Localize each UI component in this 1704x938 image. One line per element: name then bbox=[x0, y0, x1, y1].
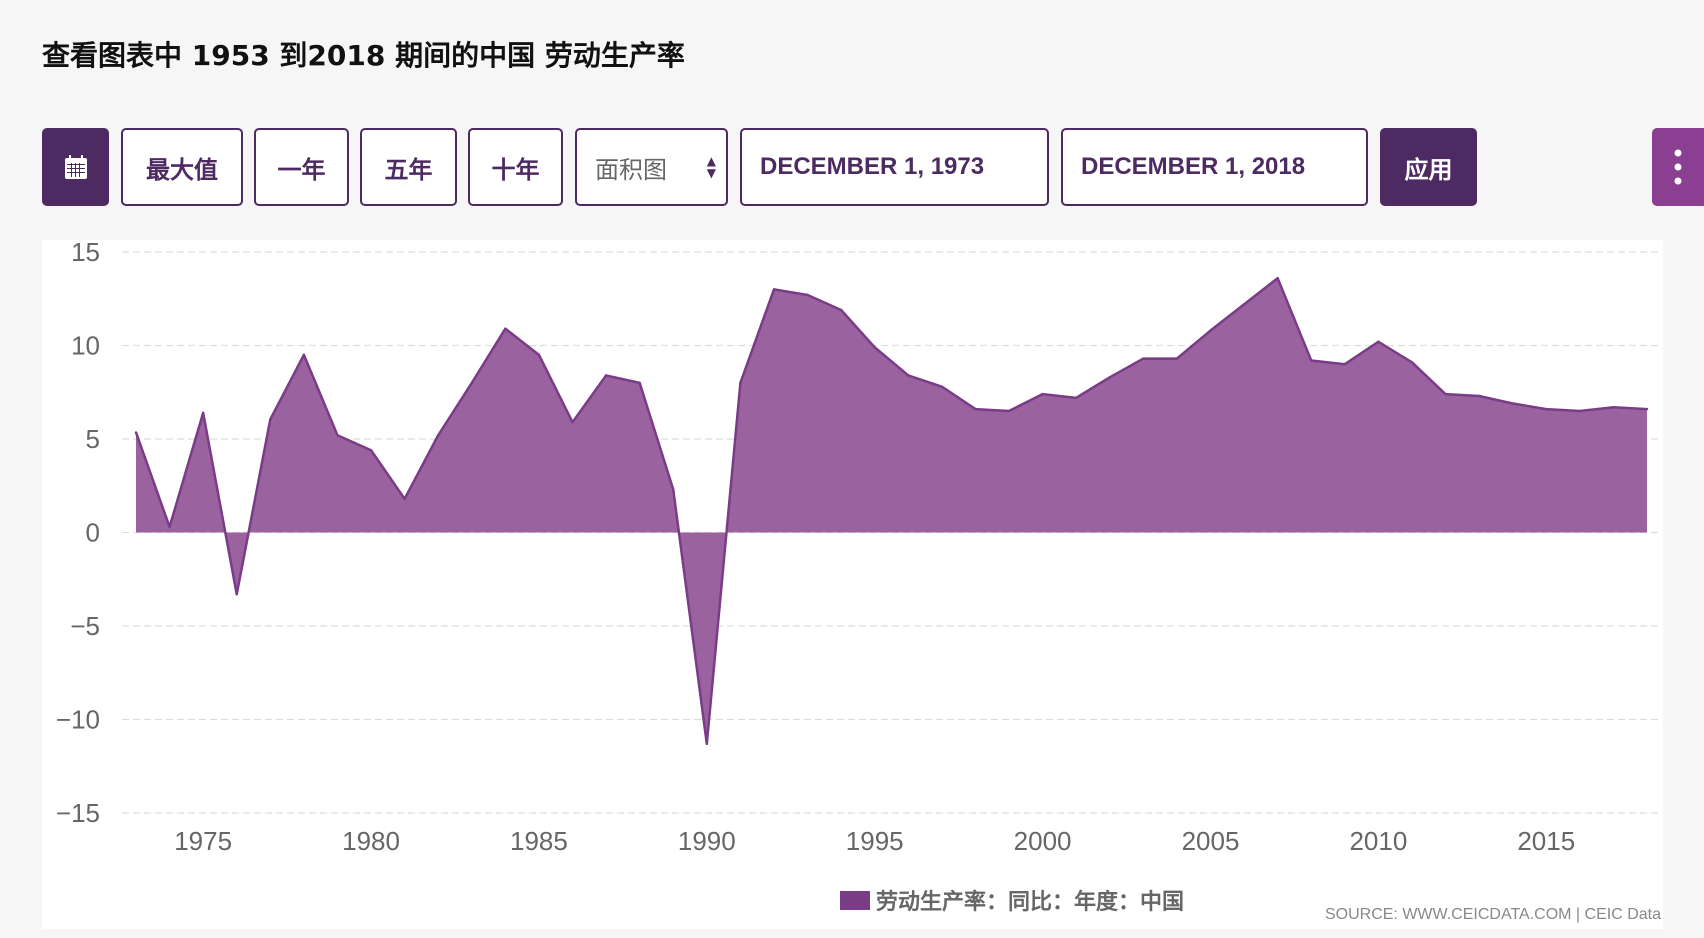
data-point bbox=[571, 420, 574, 424]
x-tick-label: 2015 bbox=[1517, 826, 1575, 856]
legend[interactable]: 劳动生产率：同比：年度：中国 bbox=[840, 884, 1184, 916]
max-range-button[interactable]: 最大值 bbox=[121, 128, 243, 206]
source-note: SOURCE: WWW.CEICDATA.COM | CEIC Data bbox=[1324, 906, 1661, 923]
calendar-icon bbox=[64, 155, 87, 179]
apply-button[interactable]: 应用 bbox=[1380, 128, 1477, 206]
data-point bbox=[1477, 394, 1481, 398]
data-point bbox=[940, 385, 944, 388]
y-tick-label: −10 bbox=[56, 705, 100, 735]
data-point bbox=[302, 353, 306, 357]
data-point bbox=[1545, 407, 1548, 411]
data-point bbox=[201, 411, 205, 415]
y-tick-label: 0 bbox=[86, 518, 100, 548]
y-tick-label: −15 bbox=[56, 798, 100, 828]
five-year-button[interactable]: 五年 bbox=[360, 128, 457, 206]
x-tick-label: 2000 bbox=[1014, 826, 1072, 856]
data-point bbox=[403, 497, 406, 501]
series-line bbox=[134, 276, 1648, 746]
data-point bbox=[739, 381, 742, 385]
data-point bbox=[1612, 406, 1615, 409]
vertical-ellipsis-icon bbox=[1674, 149, 1682, 185]
chart-type-value: 面积图 bbox=[595, 155, 667, 184]
end-date-input[interactable]: DECEMBER 1, 2018 bbox=[1061, 128, 1368, 206]
start-date-input[interactable]: DECEMBER 1, 1973 bbox=[740, 128, 1049, 206]
data-point bbox=[1310, 359, 1313, 362]
data-point bbox=[873, 346, 876, 349]
data-point bbox=[1410, 361, 1414, 364]
data-point bbox=[1377, 340, 1380, 343]
ten-year-button[interactable]: 十年 bbox=[468, 128, 563, 206]
data-point bbox=[1343, 363, 1347, 366]
data-point bbox=[839, 308, 843, 312]
data-point bbox=[1645, 407, 1649, 411]
data-point bbox=[269, 418, 272, 421]
area-fill bbox=[136, 278, 1647, 744]
x-tick-label: 1980 bbox=[342, 826, 400, 856]
data-point bbox=[1175, 357, 1179, 360]
data-point bbox=[1276, 276, 1279, 280]
data-point bbox=[1007, 409, 1011, 413]
data-point bbox=[974, 407, 977, 411]
one-year-button[interactable]: 一年 bbox=[254, 128, 349, 206]
page-title: 查看图表中 1953 到2018 期间的中国 劳动生产率 bbox=[42, 39, 685, 72]
x-tick-label: 1995 bbox=[846, 826, 904, 856]
data-point bbox=[437, 434, 440, 437]
legend-swatch bbox=[840, 890, 870, 910]
data-point bbox=[806, 293, 809, 297]
x-tick-label: 1990 bbox=[678, 826, 736, 856]
calendar-button[interactable] bbox=[42, 128, 109, 206]
y-tick-label: −5 bbox=[70, 611, 100, 641]
data-point bbox=[168, 525, 171, 529]
data-point bbox=[504, 327, 507, 330]
data-point bbox=[772, 288, 776, 291]
y-tick-label: 5 bbox=[86, 424, 100, 454]
chart-type-select[interactable]: 面积图 ▲ ▼ bbox=[575, 128, 728, 206]
data-point bbox=[235, 593, 238, 596]
x-tick-label: 1975 bbox=[174, 826, 232, 856]
data-point bbox=[1108, 376, 1111, 379]
data-point bbox=[1578, 409, 1582, 413]
data-point bbox=[1511, 402, 1514, 405]
data-point bbox=[134, 431, 138, 434]
data-point bbox=[1209, 329, 1212, 332]
data-point bbox=[638, 381, 641, 385]
select-arrows-icon: ▲ ▼ bbox=[706, 154, 716, 180]
data-point bbox=[369, 449, 373, 452]
y-tick-label: 10 bbox=[71, 331, 100, 361]
data-point bbox=[907, 374, 910, 377]
data-point bbox=[537, 353, 541, 357]
more-options-button[interactable] bbox=[1652, 128, 1704, 206]
data-point bbox=[1444, 392, 1447, 396]
data-point bbox=[336, 434, 339, 437]
data-point bbox=[1074, 396, 1078, 400]
data-point bbox=[1242, 303, 1246, 306]
data-point bbox=[705, 742, 709, 746]
data-point bbox=[470, 381, 473, 385]
x-tick-label: 2005 bbox=[1182, 826, 1240, 856]
y-tick-label: 15 bbox=[71, 237, 100, 267]
legend-label: 劳动生产率：同比：年度：中国 bbox=[876, 890, 1185, 915]
data-point bbox=[1041, 392, 1044, 396]
data-point bbox=[672, 488, 675, 491]
x-tick-label: 1985 bbox=[510, 826, 568, 856]
x-tick-label: 2010 bbox=[1349, 826, 1407, 856]
data-point bbox=[604, 374, 608, 377]
data-point bbox=[1142, 357, 1145, 360]
